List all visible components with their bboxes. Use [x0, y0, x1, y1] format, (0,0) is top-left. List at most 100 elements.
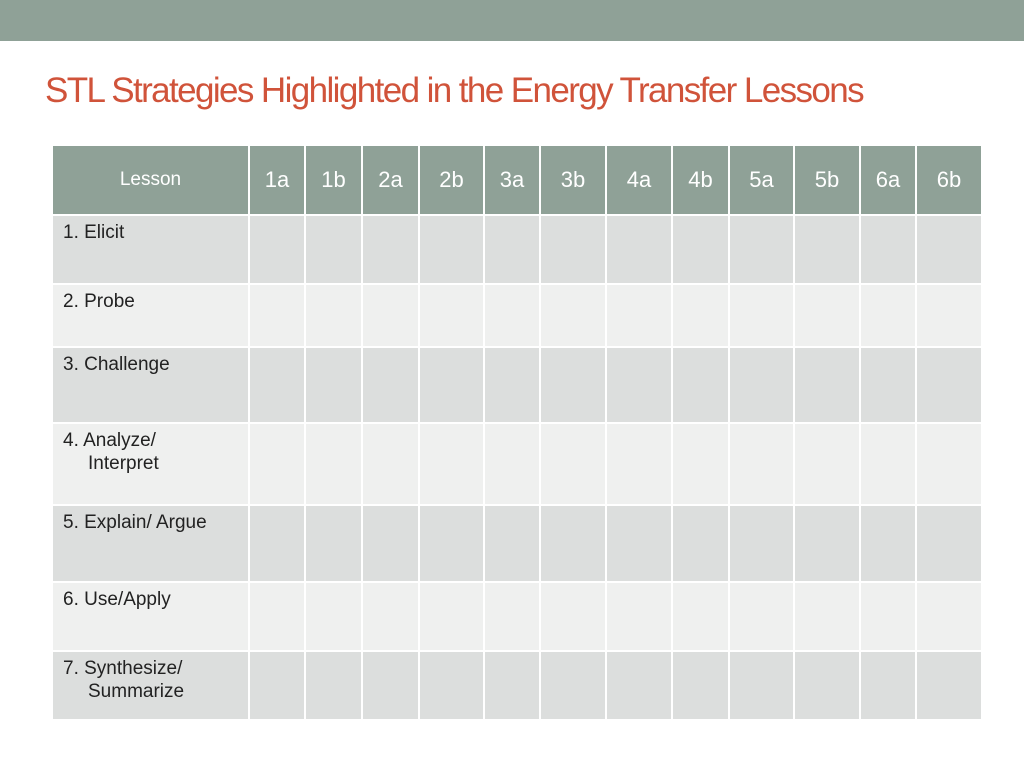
table-cell — [539, 422, 607, 506]
table-row: 6. Use/Apply — [51, 581, 983, 652]
table-cell — [793, 581, 861, 652]
table-cell — [728, 214, 795, 285]
table-cell — [915, 650, 983, 721]
row-label-cell: 1. Elicit — [51, 214, 250, 285]
table-cell — [605, 214, 673, 285]
table-cell — [483, 214, 541, 285]
table-cell — [915, 504, 983, 583]
table-row: 2. Probe — [51, 283, 983, 348]
table-cell — [605, 346, 673, 424]
table-cell — [793, 422, 861, 506]
table-cell — [728, 283, 795, 348]
table-cell — [248, 346, 306, 424]
table-cell — [418, 283, 485, 348]
table-cell — [539, 283, 607, 348]
table-cell — [361, 504, 420, 583]
table-cell — [483, 422, 541, 506]
table-cell — [304, 214, 363, 285]
table-cell — [793, 650, 861, 721]
table-cell — [248, 283, 306, 348]
table-cell — [671, 581, 730, 652]
table-header-row: Lesson 1a 1b 2a 2b 3a 3b 4a 4b 5a 5b 6a … — [51, 144, 983, 216]
table-cell — [248, 504, 306, 583]
column-header: 1a — [248, 144, 306, 216]
table-cell — [605, 504, 673, 583]
column-header: 6b — [915, 144, 983, 216]
table-cell — [793, 346, 861, 424]
table-cell — [304, 581, 363, 652]
table-cell — [304, 504, 363, 583]
table-cell — [483, 581, 541, 652]
table-cell — [728, 581, 795, 652]
table-cell — [728, 422, 795, 506]
table-cell — [859, 504, 917, 583]
table-cell — [859, 214, 917, 285]
table-cell — [728, 650, 795, 721]
table-cell — [483, 283, 541, 348]
table-cell — [361, 214, 420, 285]
top-accent-bar — [0, 0, 1024, 41]
table-cell — [539, 650, 607, 721]
table-cell — [605, 650, 673, 721]
table-cell — [418, 214, 485, 285]
table-cell — [671, 650, 730, 721]
row-label: 4. Analyze/ — [63, 430, 156, 451]
table-cell — [304, 283, 363, 348]
table-cell — [361, 581, 420, 652]
table-cell — [539, 214, 607, 285]
strategies-table: Lesson 1a 1b 2a 2b 3a 3b 4a 4b 5a 5b 6a … — [51, 144, 983, 721]
column-header: 2b — [418, 144, 485, 216]
table-cell — [671, 422, 730, 506]
table-cell — [418, 504, 485, 583]
table-cell — [304, 346, 363, 424]
table-row: 5. Explain/ Argue — [51, 504, 983, 583]
table-cell — [728, 504, 795, 583]
table-cell — [361, 422, 420, 506]
column-header: 4b — [671, 144, 730, 216]
table-cell — [859, 422, 917, 506]
row-label: 1. Elicit — [63, 222, 125, 243]
row-label-cell: 3. Challenge — [51, 346, 250, 424]
row-label: 7. Synthesize/ — [63, 658, 183, 679]
table-cell — [859, 650, 917, 721]
table-row: 7. Synthesize/Summarize — [51, 650, 983, 721]
column-header: 3a — [483, 144, 541, 216]
table-cell — [859, 581, 917, 652]
table-cell — [248, 422, 306, 506]
table-cell — [483, 650, 541, 721]
table-row: 3. Challenge — [51, 346, 983, 424]
row-label: 5. Explain/ Argue — [63, 512, 207, 533]
table-cell — [304, 650, 363, 721]
row-label: 2. Probe — [63, 291, 135, 312]
table-cell — [605, 283, 673, 348]
row-label-cell: 5. Explain/ Argue — [51, 504, 250, 583]
table-row: 1. Elicit — [51, 214, 983, 285]
table-row: 4. Analyze/Interpret — [51, 422, 983, 506]
table-cell — [483, 504, 541, 583]
table-cell — [539, 504, 607, 583]
table-cell — [248, 214, 306, 285]
row-label-cell: 7. Synthesize/Summarize — [51, 650, 250, 721]
table-cell — [605, 581, 673, 652]
row-label-continued: Summarize — [88, 681, 185, 702]
table-cell — [483, 346, 541, 424]
table-cell — [671, 504, 730, 583]
table-cell — [793, 214, 861, 285]
table-cell — [859, 283, 917, 348]
column-header: 4a — [605, 144, 673, 216]
table-cell — [793, 504, 861, 583]
row-label-cell: 4. Analyze/Interpret — [51, 422, 250, 506]
row-label-continued: Interpret — [88, 453, 159, 474]
table-cell — [361, 283, 420, 348]
column-header: 6a — [859, 144, 917, 216]
table-cell — [304, 422, 363, 506]
column-header: 3b — [539, 144, 607, 216]
column-header: 2a — [361, 144, 420, 216]
table-cell — [418, 650, 485, 721]
table-cell — [671, 346, 730, 424]
column-header: 1b — [304, 144, 363, 216]
column-header: 5b — [793, 144, 861, 216]
table-cell — [361, 346, 420, 424]
column-header-lesson: Lesson — [51, 144, 250, 216]
table-cell — [915, 214, 983, 285]
